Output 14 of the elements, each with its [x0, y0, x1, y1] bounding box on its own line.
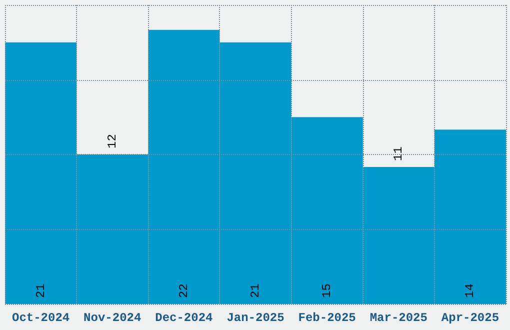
data-label: 14 [463, 284, 478, 298]
data-label: 11 [392, 146, 406, 161]
data-label: 21 [248, 284, 262, 298]
x-tick-label: Mar-2025 [370, 311, 428, 325]
x-tick-label: Nov-2024 [84, 311, 142, 325]
data-label: 22 [176, 284, 191, 298]
data-label: 21 [34, 284, 48, 298]
x-tick-label: Jan-2025 [226, 311, 284, 325]
data-label: 15 [320, 284, 334, 298]
x-tick-label: Apr-2025 [441, 311, 500, 325]
x-tick-label: Feb-2025 [298, 311, 356, 325]
data-label: 12 [105, 134, 120, 148]
x-tick-label: Oct-2024 [12, 311, 70, 325]
x-tick-label: Dec-2024 [155, 311, 213, 325]
